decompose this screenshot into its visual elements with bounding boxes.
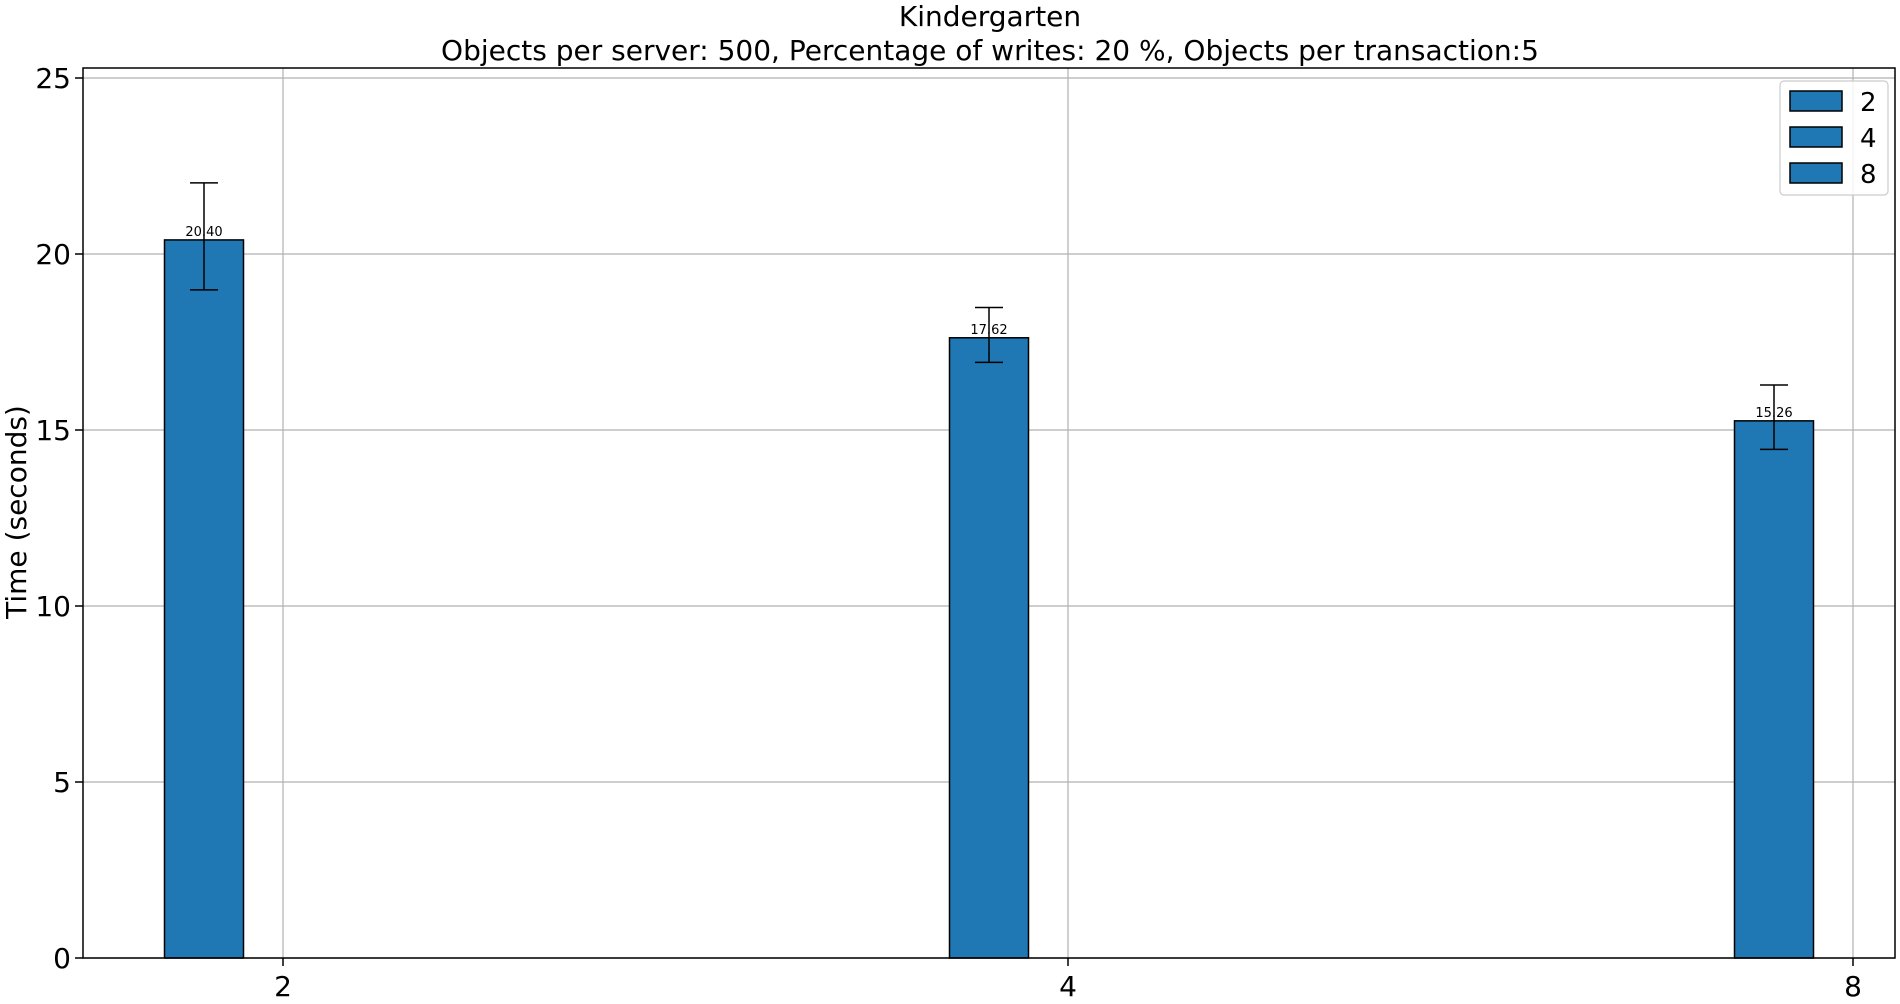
data-label-8: 15.26 [1755,406,1792,421]
x-tick-label-8: 8 [1844,970,1862,1000]
legend: 2 4 8 [1779,80,1889,196]
axes: 0 5 10 15 20 25 2 4 8 [35,62,1862,1003]
x-tick-label-2: 2 [274,970,292,1000]
chart-title: Kindergarten [899,0,1081,33]
y-tick-label-20: 20 [35,238,71,271]
data-label-4: 17.62 [970,323,1007,338]
y-axis-label: Time (seconds) [0,405,33,620]
legend-swatch-2 [1789,90,1843,112]
chart-subtitle: Objects per server: 500, Percentage of w… [441,34,1539,67]
legend-label-4: 4 [1860,124,1877,154]
plot-area-frame [82,67,1896,959]
y-tick-label-0: 0 [53,942,71,975]
x-tick-label-4: 4 [1059,970,1077,1000]
bar-4 [948,337,1030,959]
data-labels: 20.40 17.62 15.26 [185,225,1792,421]
bar-8 [1733,420,1815,959]
error-bars [190,182,1788,451]
legend-swatch-4 [1789,126,1843,148]
legend-label-8: 8 [1860,160,1877,190]
y-tick-label-5: 5 [53,766,71,799]
y-tick-label-15: 15 [35,414,71,447]
y-tick-label-10: 10 [35,590,71,623]
bar-2 [163,239,245,959]
y-tick-label-25: 25 [35,62,71,95]
legend-swatch-8 [1789,162,1843,184]
legend-label-2: 2 [1860,88,1877,118]
data-label-2: 20.40 [185,225,222,240]
bars [163,239,1815,959]
